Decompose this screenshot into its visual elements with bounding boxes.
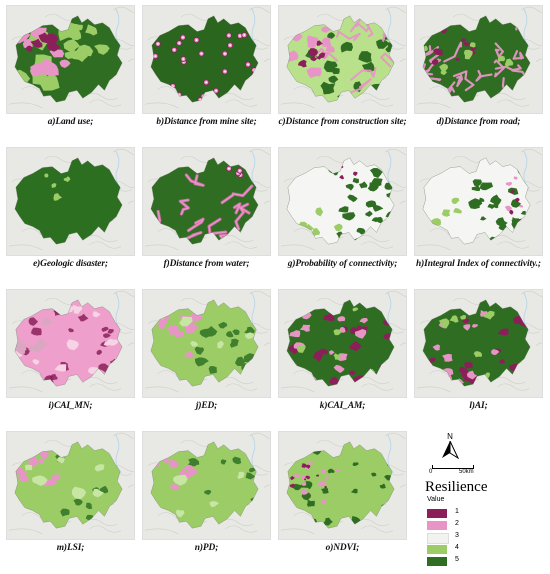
north-arrow-icon [442, 440, 460, 460]
panel-caption: i)CAI_MN; [48, 401, 93, 411]
legend-swatch [427, 545, 447, 554]
map-panel-lsi: m)LSI; [6, 431, 135, 553]
map-svg-pc [279, 148, 406, 255]
map-svg-caiam [279, 290, 406, 397]
north-arrow: N [439, 432, 461, 464]
map-panel-mine: b)Distance from mine site; [142, 5, 271, 127]
map-svg-ed [143, 290, 270, 397]
map-image-ai [414, 289, 543, 398]
map-panel-geologic: e)Geologic disaster; [6, 147, 135, 269]
scale-end-label: 50km [459, 469, 474, 475]
legend-title: Resilience [425, 479, 488, 495]
legend-label: 4 [455, 544, 459, 551]
map-panel-water: f)Distance from water; [142, 147, 271, 269]
map-svg-caimn [7, 290, 134, 397]
map-image-caiam [278, 289, 407, 398]
map-image-iic [414, 147, 543, 256]
panel-caption: m)LSI; [56, 543, 85, 553]
panel-caption: b)Distance from mine site; [156, 117, 257, 127]
panel-caption: c)Distance from construction site; [278, 117, 407, 127]
map-svg-ai [415, 290, 542, 397]
map-svg-water [143, 148, 270, 255]
legend-item-4: 4 [425, 544, 495, 554]
study-area-iic [422, 157, 531, 245]
scale-bar: 0 50km [429, 462, 499, 478]
study-area-ai [422, 299, 531, 387]
map-panel-construction: c)Distance from construction site; [278, 5, 407, 127]
map-image-ndvi [278, 431, 407, 540]
map-image-pd [142, 431, 271, 540]
panel-caption: l)AI; [469, 401, 488, 411]
map-panel-ed: j)ED; [142, 289, 271, 411]
map-svg-lsi [7, 432, 134, 539]
map-image-water [142, 147, 271, 256]
panel-caption: g)Probability of connectivity; [287, 259, 398, 269]
study-area-lsi [14, 441, 123, 529]
legend-swatch [427, 557, 447, 566]
map-svg-landuse [7, 6, 134, 113]
panel-caption: d)Distance from road; [436, 117, 521, 127]
legend-item-3: 3 [425, 532, 495, 544]
scale-start-label: 0 [429, 469, 433, 475]
legend-swatch [427, 521, 447, 530]
panel-caption: j)ED; [195, 401, 218, 411]
legend-item-2: 2 [425, 520, 495, 530]
map-panel-pc: g)Probability of connectivity; [278, 147, 407, 269]
map-image-caimn [6, 289, 135, 398]
legend-subtitle: Value [427, 496, 445, 503]
panel-caption: a)Land use; [47, 117, 94, 127]
map-legend: N 0 50km Resilience Value 1 2 3 4 5 [425, 432, 543, 572]
map-svg-road [415, 6, 542, 113]
map-image-road [414, 5, 543, 114]
map-image-lsi [6, 431, 135, 540]
map-image-geologic [6, 147, 135, 256]
map-panel-ai: l)AI; [414, 289, 543, 411]
study-area-geologic [14, 157, 123, 245]
map-panel-iic: h)Integral Index of connectivity.; [414, 147, 543, 269]
panel-caption: e)Geologic disaster; [33, 259, 108, 269]
panel-caption: n)PD; [194, 543, 219, 553]
legend-label: 2 [455, 520, 459, 527]
legend-label: 3 [455, 532, 459, 539]
legend-label: 5 [455, 556, 459, 563]
study-area-landuse [14, 15, 123, 103]
map-image-construction [278, 5, 407, 114]
map-panel-landuse: a)Land use; [6, 5, 135, 127]
panel-caption: k)CAI_AM; [319, 401, 366, 411]
legend-item-1: 1 [425, 508, 495, 518]
map-panel-road: d)Distance from road; [414, 5, 543, 127]
panel-caption: o)NDVI; [325, 543, 360, 553]
north-label: N [447, 432, 453, 441]
study-area-mine [150, 15, 259, 103]
map-svg-geologic [7, 148, 134, 255]
map-image-mine [142, 5, 271, 114]
map-svg-construction [279, 6, 406, 113]
legend-item-5: 5 [425, 556, 495, 566]
map-panel-caimn: i)CAI_MN; [6, 289, 135, 411]
map-svg-ndvi [279, 432, 406, 539]
map-svg-pd [143, 432, 270, 539]
map-panel-caiam: k)CAI_AM; [278, 289, 407, 411]
map-image-landuse [6, 5, 135, 114]
panel-caption: h)Integral Index of connectivity.; [416, 259, 541, 269]
map-image-pc [278, 147, 407, 256]
map-svg-mine [143, 6, 270, 113]
map-panel-ndvi: o)NDVI; [278, 431, 407, 553]
map-panel-pd: n)PD; [142, 431, 271, 553]
panel-caption: f)Distance from water; [163, 259, 250, 269]
legend-swatch [427, 509, 447, 518]
map-svg-iic [415, 148, 542, 255]
legend-swatch [427, 533, 449, 544]
map-image-ed [142, 289, 271, 398]
scale-bar-line [432, 465, 474, 469]
legend-label: 1 [455, 508, 459, 515]
